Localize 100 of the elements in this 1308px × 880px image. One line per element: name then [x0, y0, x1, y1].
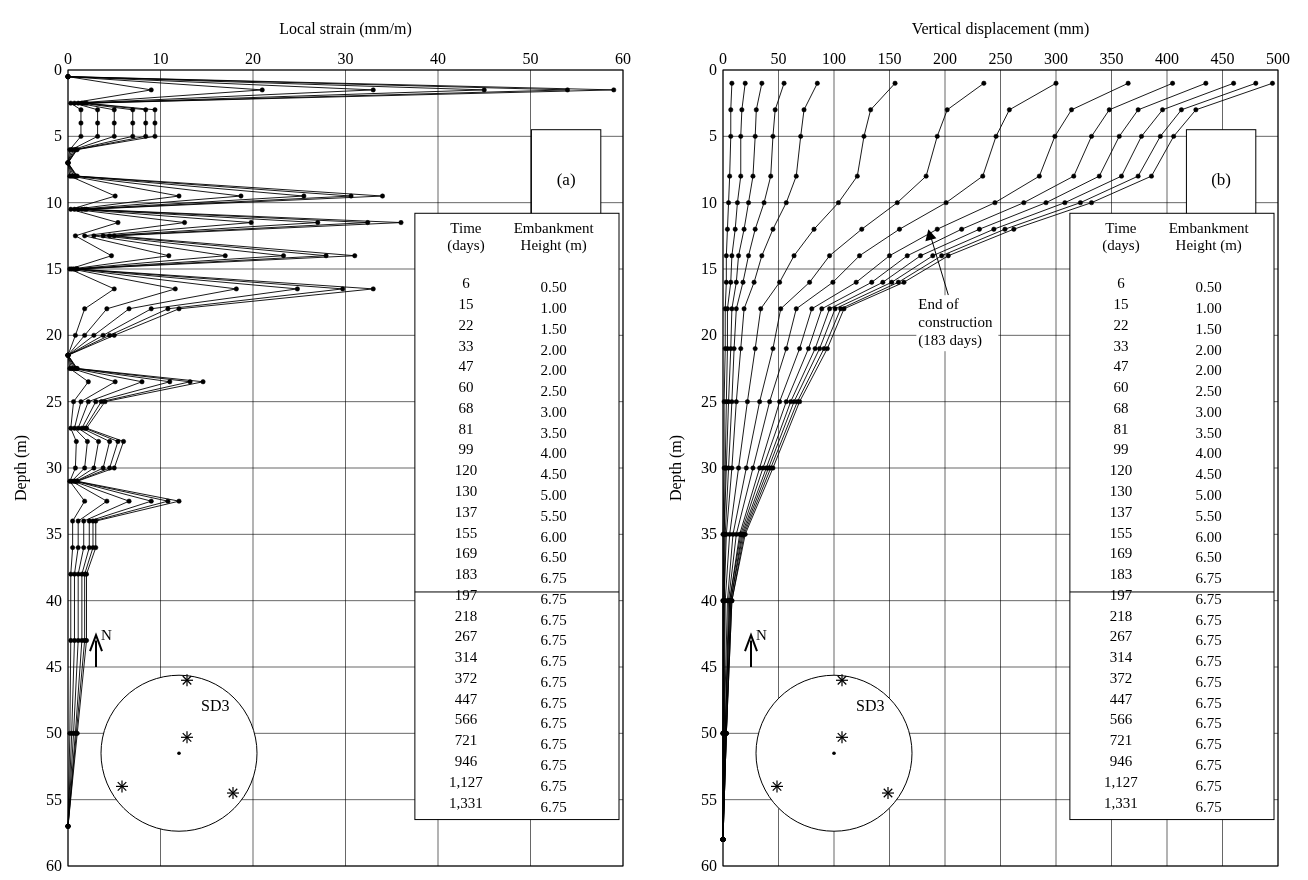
annotation: 6.75: [1195, 694, 1222, 711]
annotation: 155: [454, 524, 478, 541]
annotation: 5.50: [1195, 507, 1222, 524]
annotation: 721: [454, 732, 478, 749]
annotation: 6.75: [540, 757, 567, 774]
annotation: SD3: [856, 696, 885, 714]
annotation: 81: [458, 420, 474, 437]
x-tick-label: 400: [1155, 50, 1179, 67]
x-tick-label: 250: [988, 50, 1013, 67]
annotation: 183: [1109, 566, 1133, 583]
annotation: 5.00: [540, 486, 567, 503]
annotation: 314: [1109, 649, 1133, 666]
annotation: 81: [1113, 420, 1129, 437]
y-tick-label: 40: [701, 591, 717, 609]
annotation: 47: [458, 358, 474, 375]
annotation: 1.00: [540, 300, 567, 317]
annotation: 155: [1109, 524, 1133, 541]
annotation: 4.00: [1195, 445, 1222, 462]
y-tick-label: 60: [46, 857, 62, 874]
x-tick-label: 60: [615, 50, 631, 67]
annotation: 60: [458, 379, 474, 396]
annotation: 946: [454, 753, 478, 770]
annotation: 372: [454, 669, 478, 686]
x-tick-label: 50: [770, 50, 787, 67]
annotation: (a): [556, 170, 576, 190]
y-tick-label: 0: [709, 61, 717, 78]
annotation: 169: [454, 545, 478, 562]
x-tick-label: 150: [877, 50, 902, 67]
annotation: 22: [458, 316, 474, 333]
annotation: 6.75: [1195, 632, 1222, 649]
annotation: 197: [454, 586, 478, 603]
annotation: 0.50: [540, 279, 567, 296]
annotation: 6.50: [540, 549, 567, 566]
annotation: 1,127: [1104, 773, 1139, 790]
x-tick-label: 500: [1266, 50, 1290, 67]
annotation: 1,331: [1104, 794, 1138, 811]
annotation: 2.00: [540, 362, 567, 379]
annotation: 1,331: [449, 794, 483, 811]
y-tick-label: 45: [46, 658, 62, 675]
annotation: 1.50: [540, 320, 567, 337]
y-tick-label: 40: [46, 591, 62, 609]
annotation: 15: [458, 296, 474, 313]
y-tick-label: 5: [54, 127, 62, 145]
y-tick-label: 30: [701, 459, 717, 476]
annotation: 218: [1109, 607, 1133, 624]
annotation: 6.75: [1195, 653, 1222, 670]
annotation: 130: [454, 482, 478, 499]
annotation: 6.75: [540, 590, 567, 607]
y-axis-title: Depth (m): [667, 434, 685, 502]
annotation: (b): [1211, 170, 1232, 190]
annotation: 6.75: [540, 777, 567, 794]
y-tick-label: 35: [46, 525, 62, 543]
annotation: 6.75: [1195, 777, 1222, 794]
annotation: 2.00: [1195, 362, 1222, 379]
annotation: 120: [1109, 462, 1133, 479]
annotation: 169: [1109, 545, 1133, 562]
x-tick-label: 100: [822, 50, 846, 67]
annotation: 33: [458, 337, 474, 354]
annotation: 4.50: [540, 466, 567, 483]
annotation: 68: [458, 399, 474, 416]
annotation: 2.50: [540, 383, 567, 400]
annotation: 314: [454, 649, 478, 666]
annotation: 6.75: [540, 611, 567, 628]
x-tick-label: 200: [933, 50, 957, 67]
annotation: 6.75: [540, 798, 567, 815]
x-axis-title: Vertical displacement (mm): [911, 20, 1090, 38]
y-tick-label: 0: [54, 61, 62, 78]
y-tick-label: 55: [701, 790, 717, 808]
x-tick-label: 10: [152, 50, 169, 67]
annotation: 3.00: [540, 403, 567, 420]
x-tick-label: 40: [430, 50, 446, 67]
y-tick-label: 50: [701, 724, 717, 742]
y-tick-label: 20: [701, 326, 717, 344]
y-tick-label: 60: [701, 857, 717, 874]
annotation: 2.50: [1195, 383, 1222, 400]
annotation: 267: [1109, 628, 1133, 645]
annotation: 6.75: [540, 715, 567, 732]
annotation: 3.00: [1195, 403, 1222, 420]
annotation: 218: [454, 607, 478, 624]
annotation: N: [756, 627, 767, 644]
y-tick-label: 5: [709, 127, 717, 145]
annotation: SD3: [201, 696, 230, 714]
annotation: 137: [454, 503, 478, 520]
y-tick-label: 25: [701, 392, 717, 410]
annotation: 2.00: [1195, 341, 1222, 358]
y-tick-label: 15: [46, 260, 62, 277]
annotation: End of construction (183 days): [918, 296, 993, 350]
annotation: Time (days): [447, 220, 485, 255]
y-axis-title: Depth (m): [12, 434, 30, 502]
annotation: 137: [1109, 503, 1133, 520]
x-tick-label: 350: [1099, 50, 1124, 67]
annotation: 721: [1109, 732, 1133, 749]
annotation: N: [101, 627, 112, 644]
y-tick-label: 50: [46, 724, 62, 742]
annotation: 372: [1109, 669, 1133, 686]
annotation: 3.50: [1195, 424, 1222, 441]
annotation: 6.75: [540, 570, 567, 587]
y-tick-label: 45: [701, 658, 717, 675]
annotation: 447: [1109, 690, 1133, 707]
annotation: 6.00: [540, 528, 567, 545]
